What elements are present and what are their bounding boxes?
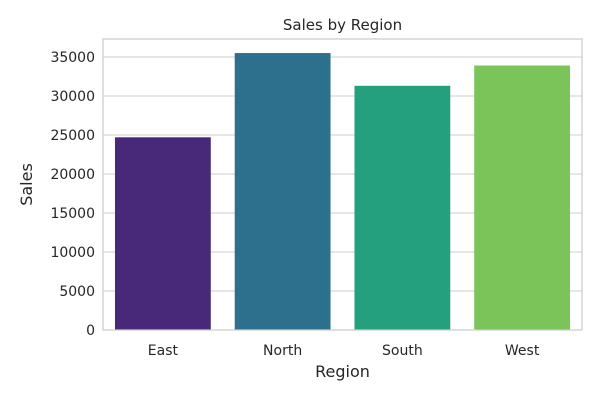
bar-west	[474, 65, 571, 331]
y-tick-labels: 0 5000 10000 15000 20000 25000 30000 35000	[50, 50, 95, 339]
x-tick-label: West	[505, 343, 540, 359]
chart-title: Sales by Region	[283, 16, 402, 34]
x-tick-label: South	[382, 343, 423, 359]
bar-north	[234, 53, 331, 330]
x-axis-label: Region	[315, 362, 370, 381]
x-tick-labels: East North South West	[148, 343, 540, 359]
y-tick-label: 10000	[50, 245, 95, 261]
y-tick-label: 5000	[59, 284, 95, 300]
y-axis-label: Sales	[17, 163, 36, 206]
y-tick-label: 20000	[50, 167, 95, 183]
x-tick-label: East	[148, 343, 179, 359]
bar-east	[114, 137, 211, 330]
plot-frame	[102, 38, 583, 331]
y-tick-label: 25000	[50, 128, 95, 144]
x-tick-label: North	[263, 343, 302, 359]
bars	[114, 53, 571, 331]
y-tick-label: 0	[86, 323, 95, 339]
bar-south	[354, 85, 451, 330]
y-tick-label: 30000	[50, 89, 95, 105]
y-tick-label: 15000	[50, 206, 95, 222]
y-tick-label: 35000	[50, 50, 95, 66]
